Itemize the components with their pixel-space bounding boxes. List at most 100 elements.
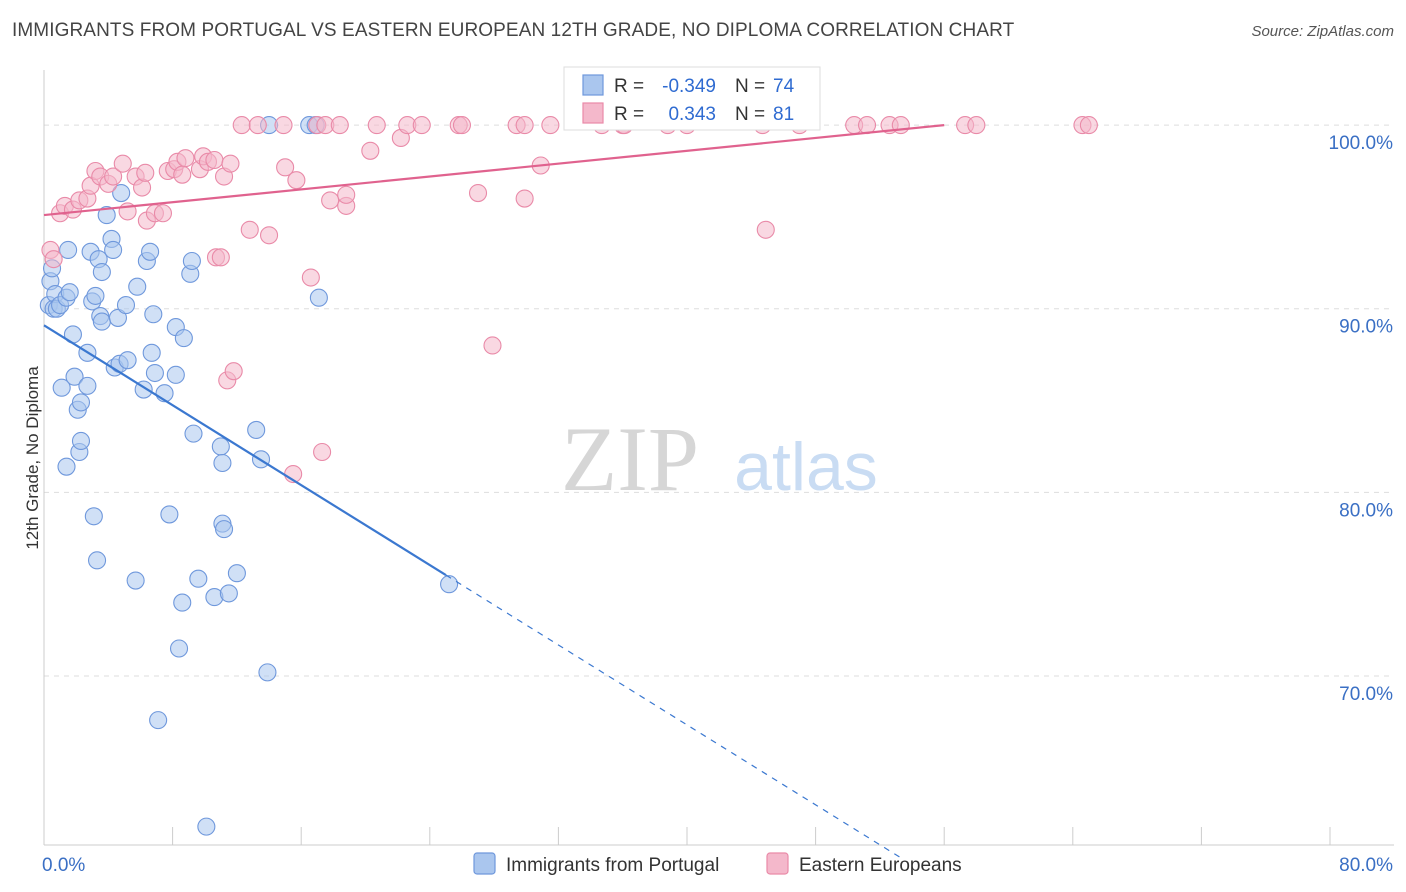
data-point [468, 183, 488, 203]
data-point [287, 171, 306, 190]
data-point [160, 505, 179, 524]
y-axis-label: 12th Grade, No Diploma [23, 366, 42, 550]
data-point [59, 240, 78, 260]
trend-line-extension [445, 574, 905, 861]
data-point [756, 220, 775, 239]
data-point [221, 154, 240, 173]
stats-r-label-1: R = [614, 76, 644, 97]
trend-line-eastern-europeans [43, 124, 945, 217]
data-point [197, 817, 216, 836]
data-point [86, 286, 105, 305]
legend-label-eastern-europeans: Eastern Europeans [799, 855, 962, 876]
data-point [173, 165, 192, 184]
data-point [440, 575, 459, 594]
data-point [412, 116, 431, 135]
watermark-zip: ZIP [561, 408, 699, 510]
data-point [169, 639, 189, 658]
data-point [321, 191, 340, 210]
data-point [483, 336, 502, 355]
grid [44, 124, 1394, 677]
data-point [173, 593, 192, 612]
data-point [65, 367, 84, 386]
legend-swatch-portugal [473, 852, 496, 875]
axes [43, 70, 1394, 846]
data-point [52, 378, 71, 397]
trend-lines [43, 124, 945, 861]
data-point [214, 520, 234, 539]
stats-r-label-2: R = [614, 104, 644, 125]
data-point [112, 183, 131, 203]
x-tick-label: 80.0% [1339, 855, 1393, 876]
data-point [60, 283, 79, 302]
data-point [144, 305, 163, 324]
trend-line-portugal [43, 324, 447, 576]
data-point [142, 343, 161, 362]
data-point [211, 248, 230, 267]
data-point [57, 457, 76, 476]
data-point [205, 150, 224, 170]
data-point [104, 167, 123, 186]
data-point [133, 178, 152, 197]
data-point [309, 288, 328, 307]
data-point [182, 251, 201, 271]
data-point [452, 116, 472, 135]
stats-box-frame [563, 66, 821, 131]
data-point [84, 507, 103, 526]
data-point [189, 569, 208, 588]
data-point [213, 453, 232, 473]
data-point [224, 362, 243, 381]
data-point [184, 424, 203, 443]
data-point [259, 226, 279, 245]
stats-swatch-pink [582, 102, 604, 124]
y-tick-label: 80.0% [1339, 500, 1393, 521]
stats-n-label-1: N = [735, 76, 765, 97]
x-tick-label: 0.0% [42, 855, 85, 876]
stats-r-value-2: 0.343 [668, 104, 716, 125]
data-point [1079, 116, 1098, 135]
chart-source: Source: ZipAtlas.com [1251, 23, 1394, 40]
data-point [240, 220, 259, 239]
data-point [967, 116, 986, 135]
data-point [149, 711, 168, 730]
stats-n-label-2: N = [735, 104, 765, 125]
data-point [104, 240, 123, 260]
chart-title: IMMIGRANTS FROM PORTUGAL VS EASTERN EURO… [12, 20, 1015, 41]
data-point [78, 376, 97, 395]
data-point [247, 420, 266, 440]
data-point [219, 584, 238, 603]
legend: Immigrants from Portugal Eastern Europea… [473, 852, 962, 876]
data-point [857, 116, 877, 135]
data-point [211, 437, 230, 456]
data-point [176, 149, 195, 168]
stats-n-value-1: 74 [773, 76, 795, 97]
data-point [141, 242, 160, 261]
data-point [301, 268, 320, 287]
data-point [118, 351, 137, 370]
watermark-atlas: atlas [734, 429, 878, 505]
data-point [108, 308, 127, 327]
data-point [87, 551, 107, 570]
data-point [232, 116, 251, 135]
y-tick-label: 70.0% [1339, 684, 1393, 705]
data-point [136, 163, 155, 182]
data-point [313, 442, 332, 462]
data-point [113, 154, 132, 173]
data-point [330, 116, 349, 135]
data-point [274, 116, 293, 135]
axis-tick-labels: 100.0% 90.0% 80.0% 70.0% 0.0% 80.0% [42, 133, 1393, 876]
data-point [515, 189, 534, 208]
data-point [44, 250, 63, 269]
data-point [258, 663, 277, 682]
data-point [367, 116, 386, 135]
data-point [166, 365, 185, 384]
data-point [128, 277, 147, 296]
data-point [97, 206, 116, 225]
legend-swatch-eastern-europeans [766, 852, 789, 875]
y-tick-label: 100.0% [1329, 133, 1394, 154]
data-point [227, 564, 246, 583]
data-point [145, 363, 164, 383]
data-point [337, 185, 356, 204]
data-point [276, 158, 295, 177]
stats-n-value-2: 81 [773, 104, 794, 125]
